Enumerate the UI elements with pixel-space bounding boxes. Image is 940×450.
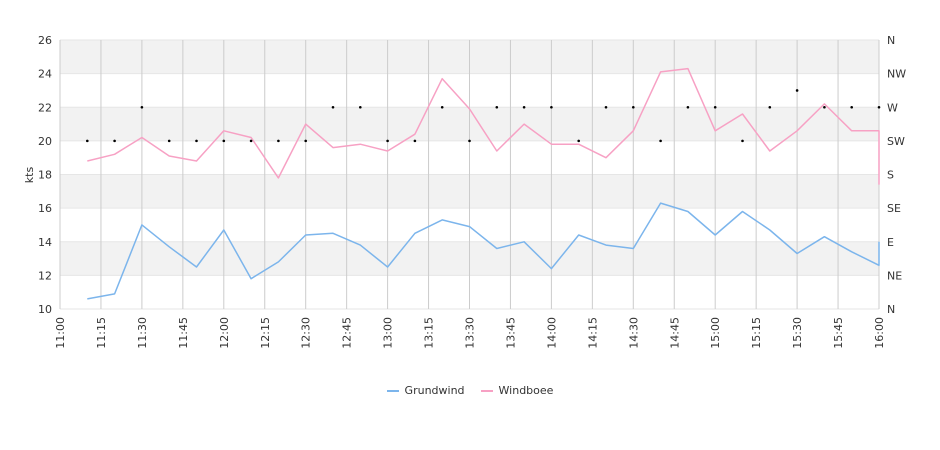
x-tick-label: 14:00: [545, 317, 558, 349]
direction-marker: [495, 105, 499, 109]
x-tick-label: 14:30: [627, 317, 640, 349]
y2-tick-label: SW: [887, 135, 905, 148]
direction-marker: [222, 139, 226, 143]
direction-marker: [167, 139, 171, 143]
direction-marker: [550, 105, 553, 109]
x-tick-label: 16:00: [873, 317, 886, 349]
direction-marker: [577, 139, 580, 143]
direction-marker: [632, 105, 635, 109]
y-tick-label: 18: [38, 169, 52, 182]
direction-markers: [86, 89, 881, 143]
direction-marker: [277, 139, 280, 143]
direction-marker: [386, 139, 389, 143]
x-tick-label: 11:00: [54, 317, 67, 349]
direction-marker: [331, 105, 335, 109]
x-tick-label: 15:00: [709, 317, 722, 349]
x-tick-label: 13:45: [504, 317, 517, 349]
legend-swatch: [386, 389, 399, 392]
direction-marker: [659, 139, 662, 143]
x-tick-label: 11:30: [136, 317, 149, 349]
direction-marker: [741, 139, 744, 143]
direction-marker: [768, 105, 772, 109]
y2-tick-label: W: [887, 101, 898, 114]
direction-marker: [304, 139, 308, 143]
direction-marker: [195, 139, 198, 143]
x-tick-label: 12:00: [218, 317, 231, 349]
direction-marker: [713, 105, 717, 109]
y2-tick-label: NE: [887, 269, 902, 282]
direction-marker: [850, 105, 853, 109]
y-tick-label: 12: [38, 269, 52, 282]
x-tick-label: 11:45: [177, 317, 190, 349]
direction-marker: [140, 105, 144, 109]
x-tick-label: 11:15: [95, 317, 108, 349]
direction-marker: [522, 105, 526, 109]
x-axis: 11:00 11:15 11:30 11:45 12:00 12:15 12:30 12:45…: [54, 317, 886, 349]
x-tick-label: 14:15: [586, 317, 599, 349]
y-axis-right: N NE E SE S SW W NW N: [887, 34, 906, 316]
direction-marker: [795, 89, 799, 92]
x-tick-label: 15:30: [791, 317, 804, 349]
direction-marker: [468, 139, 471, 143]
y-tick-label: 16: [38, 202, 52, 215]
direction-marker: [413, 139, 417, 143]
y-tick-label: 20: [38, 135, 52, 148]
direction-marker: [86, 139, 89, 143]
y2-tick-label: NW: [887, 68, 906, 81]
y-tick-label: 14: [38, 236, 52, 249]
series-line-grundwind: [87, 202, 880, 300]
legend-swatch: [480, 389, 493, 392]
grid-lines: [59, 39, 880, 310]
y-tick-label: 24: [38, 68, 52, 81]
direction-marker: [440, 105, 444, 109]
x-tick-label: 15:15: [750, 317, 763, 349]
y2-tick-label: E: [887, 236, 894, 249]
x-tick-label: 12:45: [341, 317, 354, 349]
y2-tick-label: S: [887, 169, 894, 182]
y-tick-label: 10: [38, 303, 52, 316]
legend-label: Windboee: [498, 384, 554, 397]
x-tick-label: 15:45: [832, 317, 845, 349]
direction-marker: [113, 139, 116, 143]
x-tick-label: 13:00: [382, 317, 395, 349]
direction-marker: [359, 105, 362, 109]
y2-tick-label: N: [887, 303, 895, 316]
y-tick-label: 26: [38, 34, 52, 47]
x-tick-label: 13:15: [423, 317, 436, 349]
x-tick-label: 13:30: [464, 317, 477, 349]
legend-label: Grundwind: [404, 384, 465, 397]
y-axis-title: kts: [23, 167, 36, 184]
legend-item-windboee[interactable]: Windboee: [480, 384, 554, 397]
legend: Grundwind Windboee: [0, 384, 940, 397]
x-tick-label: 12:15: [259, 317, 272, 349]
direction-marker: [823, 105, 826, 109]
series-line-windboee: [87, 67, 880, 185]
y-tick-label: 22: [38, 101, 52, 114]
x-tick-label: 12:30: [300, 317, 313, 349]
y2-tick-label: N: [887, 34, 895, 47]
direction-marker: [877, 105, 881, 109]
y-axis-left: 10 12 14 16 18 20 22 24 26: [38, 34, 52, 316]
direction-marker: [604, 105, 608, 109]
direction-marker: [249, 139, 253, 143]
legend-item-grundwind[interactable]: Grundwind: [386, 384, 465, 397]
series-lines: [87, 67, 880, 300]
y2-tick-label: SE: [887, 202, 901, 215]
x-tick-label: 14:45: [668, 317, 681, 349]
direction-marker: [686, 105, 690, 109]
